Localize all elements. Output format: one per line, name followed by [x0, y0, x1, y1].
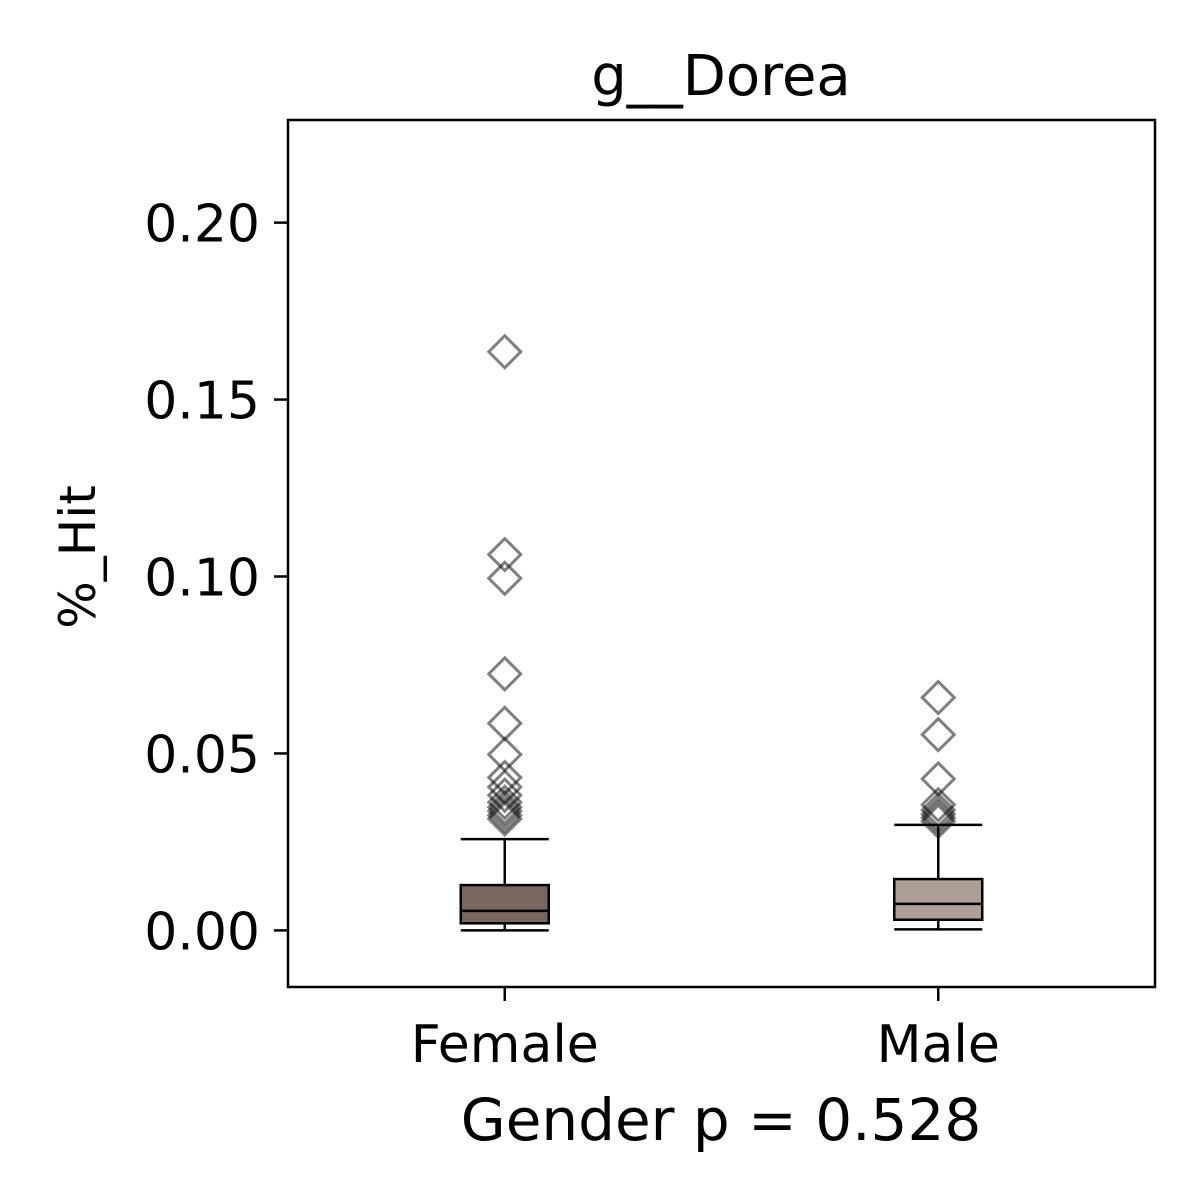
- box: [459, 883, 550, 925]
- outlier-point: [920, 791, 957, 829]
- x-axis-label: Gender p = 0.528: [461, 1086, 982, 1154]
- plot-frame: [286, 118, 1157, 989]
- outlier-point: [486, 560, 523, 597]
- outlier-point: [486, 793, 523, 830]
- outlier-point: [486, 333, 523, 370]
- outlier-point: [486, 736, 523, 773]
- x-tick-label: Female: [411, 1015, 599, 1075]
- outlier-point: [486, 705, 523, 742]
- box-group-female: [459, 333, 550, 932]
- box-group-male: [893, 679, 984, 931]
- y-axis-label: %_Hit: [49, 485, 107, 629]
- outlier-point: [486, 797, 523, 834]
- outlier-point: [920, 716, 957, 753]
- chart-title: g__Dorea: [591, 44, 851, 109]
- outlier-point: [920, 799, 957, 836]
- outlier-point: [920, 786, 957, 823]
- outlier-point: [920, 803, 957, 840]
- outlier-point: [920, 796, 957, 833]
- outlier-point: [486, 800, 523, 838]
- plot-marks: [459, 333, 984, 932]
- outlier-point: [486, 789, 523, 826]
- box: [893, 877, 984, 922]
- y-axis: 0.00 0.05 0.10 0.15 0.20: [144, 195, 288, 962]
- x-tick-label: Male: [877, 1015, 1000, 1075]
- outlier-point: [486, 536, 523, 573]
- y-tick-label: 0.10: [144, 549, 260, 609]
- x-axis: Female Male: [411, 987, 1000, 1075]
- y-tick-label: 0.00: [144, 902, 260, 962]
- outlier-point: [486, 784, 523, 821]
- y-tick-label: 0.15: [144, 372, 260, 432]
- outlier-point: [486, 777, 523, 814]
- y-tick-label: 0.05: [144, 725, 260, 785]
- y-tick-label: 0.20: [144, 195, 260, 255]
- outlier-point: [486, 655, 523, 692]
- outlier-point: [920, 679, 957, 716]
